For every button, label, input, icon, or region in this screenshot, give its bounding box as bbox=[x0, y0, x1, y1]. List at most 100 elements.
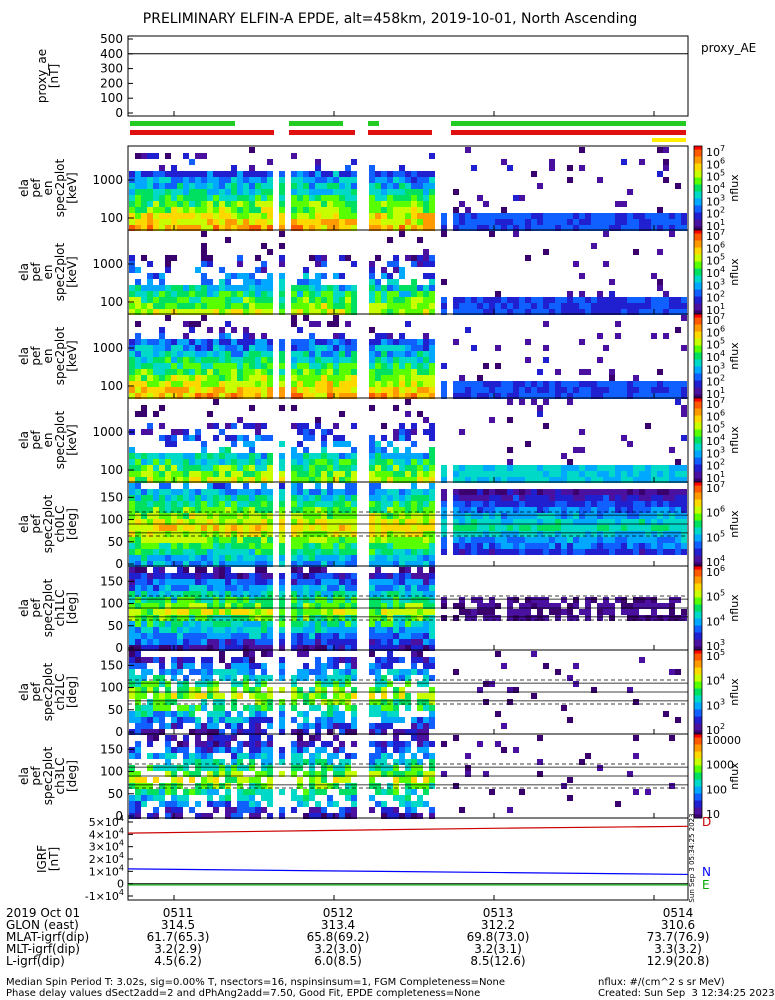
colorbar-segment bbox=[694, 335, 702, 339]
heatmap-cell bbox=[567, 543, 573, 549]
heatmap-cell bbox=[315, 489, 321, 495]
heatmap-cell bbox=[177, 567, 183, 573]
heatmap-cell bbox=[171, 441, 177, 447]
heatmap-cell bbox=[417, 201, 423, 207]
heatmap-cell bbox=[387, 369, 393, 375]
heatmap-cell bbox=[411, 459, 417, 465]
heatmap-cell bbox=[159, 369, 165, 375]
heatmap-cell bbox=[345, 345, 351, 351]
heatmap-cell bbox=[489, 297, 495, 303]
heatmap-cell bbox=[543, 303, 549, 309]
colorbar-segment bbox=[694, 216, 702, 220]
heatmap-cell bbox=[135, 525, 141, 531]
heatmap-cell bbox=[441, 213, 447, 219]
y-tick-label: 1000 bbox=[92, 341, 123, 355]
heatmap-cell bbox=[327, 207, 333, 213]
heatmap-cell bbox=[639, 531, 645, 537]
heatmap-cell bbox=[633, 387, 639, 393]
heatmap-cell bbox=[201, 603, 207, 609]
heatmap-cell bbox=[495, 387, 501, 393]
heatmap-cell bbox=[291, 645, 297, 651]
heatmap-cell bbox=[327, 387, 333, 393]
y-axis-label: ela bbox=[17, 683, 31, 701]
heatmap-cell bbox=[333, 321, 339, 327]
heatmap-cell bbox=[327, 543, 333, 549]
heatmap-cell bbox=[405, 369, 411, 375]
heatmap-cell bbox=[243, 519, 249, 525]
heatmap-cell bbox=[543, 543, 549, 549]
heatmap-cell bbox=[375, 579, 381, 585]
heatmap-cell bbox=[531, 309, 537, 315]
heatmap-cell bbox=[291, 213, 297, 219]
heatmap-cell bbox=[267, 309, 273, 315]
heatmap-cell bbox=[333, 603, 339, 609]
heatmap-cell bbox=[411, 207, 417, 213]
heatmap-cell bbox=[375, 567, 381, 573]
heatmap-cell bbox=[189, 375, 195, 381]
heatmap-cell bbox=[477, 597, 483, 603]
heatmap-cell bbox=[153, 387, 159, 393]
heatmap-cell bbox=[351, 483, 357, 489]
heatmap-cell bbox=[195, 219, 201, 225]
heatmap-cell bbox=[207, 387, 213, 393]
heatmap-cell bbox=[291, 495, 297, 501]
heatmap-cell bbox=[423, 549, 429, 555]
heatmap-cell bbox=[399, 549, 405, 555]
heatmap-cell bbox=[243, 603, 249, 609]
heatmap-cell bbox=[177, 213, 183, 219]
heatmap-cell bbox=[153, 681, 159, 687]
heatmap-cell bbox=[309, 597, 315, 603]
heatmap-cell bbox=[279, 189, 285, 195]
heatmap-cell bbox=[459, 225, 465, 231]
heatmap-cell bbox=[387, 651, 393, 657]
heatmap-cell bbox=[369, 363, 375, 369]
heatmap-cell bbox=[129, 807, 135, 813]
colorbar-segment bbox=[694, 209, 702, 213]
heatmap-cell bbox=[399, 615, 405, 621]
heatmap-cell bbox=[597, 615, 603, 621]
heatmap-cell bbox=[267, 357, 273, 363]
heatmap-cell bbox=[381, 585, 387, 591]
heatmap-cell bbox=[207, 663, 213, 669]
heatmap-cell bbox=[609, 531, 615, 537]
heatmap-cell bbox=[315, 309, 321, 315]
heatmap-cell bbox=[477, 297, 483, 303]
y-axis-label: pef bbox=[29, 682, 43, 702]
heatmap-cell bbox=[621, 549, 627, 555]
heatmap-cell bbox=[189, 171, 195, 177]
heatmap-cell bbox=[195, 369, 201, 375]
heatmap-cell bbox=[135, 603, 141, 609]
heatmap-cell bbox=[369, 531, 375, 537]
heatmap-cell bbox=[609, 525, 615, 531]
heatmap-cell bbox=[279, 291, 285, 297]
heatmap-cell bbox=[261, 285, 267, 291]
heatmap-cell bbox=[369, 381, 375, 387]
heatmap-cell bbox=[453, 219, 459, 225]
heatmap-cell bbox=[297, 339, 303, 345]
heatmap-cell bbox=[129, 363, 135, 369]
heatmap-cell bbox=[345, 219, 351, 225]
heatmap-cell bbox=[159, 567, 165, 573]
heatmap-cell bbox=[555, 297, 561, 303]
heatmap-cell bbox=[369, 261, 375, 267]
heatmap-cell bbox=[195, 225, 201, 231]
heatmap-cell bbox=[207, 585, 213, 591]
heatmap-cell bbox=[309, 525, 315, 531]
heatmap-cell bbox=[369, 351, 375, 357]
heatmap-cell bbox=[573, 501, 579, 507]
heatmap-cell bbox=[153, 585, 159, 591]
heatmap-cell bbox=[309, 351, 315, 357]
heatmap-cell bbox=[393, 633, 399, 639]
heatmap-cell bbox=[201, 315, 207, 321]
heatmap-cell bbox=[393, 369, 399, 375]
heatmap-cell bbox=[387, 171, 393, 177]
heatmap-cell bbox=[381, 627, 387, 633]
heatmap-cell bbox=[159, 309, 165, 315]
heatmap-cell bbox=[441, 519, 447, 525]
heatmap-cell bbox=[327, 657, 333, 663]
heatmap-cell bbox=[399, 513, 405, 519]
heatmap-cell bbox=[651, 213, 657, 219]
heatmap-cell bbox=[201, 381, 207, 387]
heatmap-cell bbox=[339, 621, 345, 627]
heatmap-cell bbox=[189, 513, 195, 519]
